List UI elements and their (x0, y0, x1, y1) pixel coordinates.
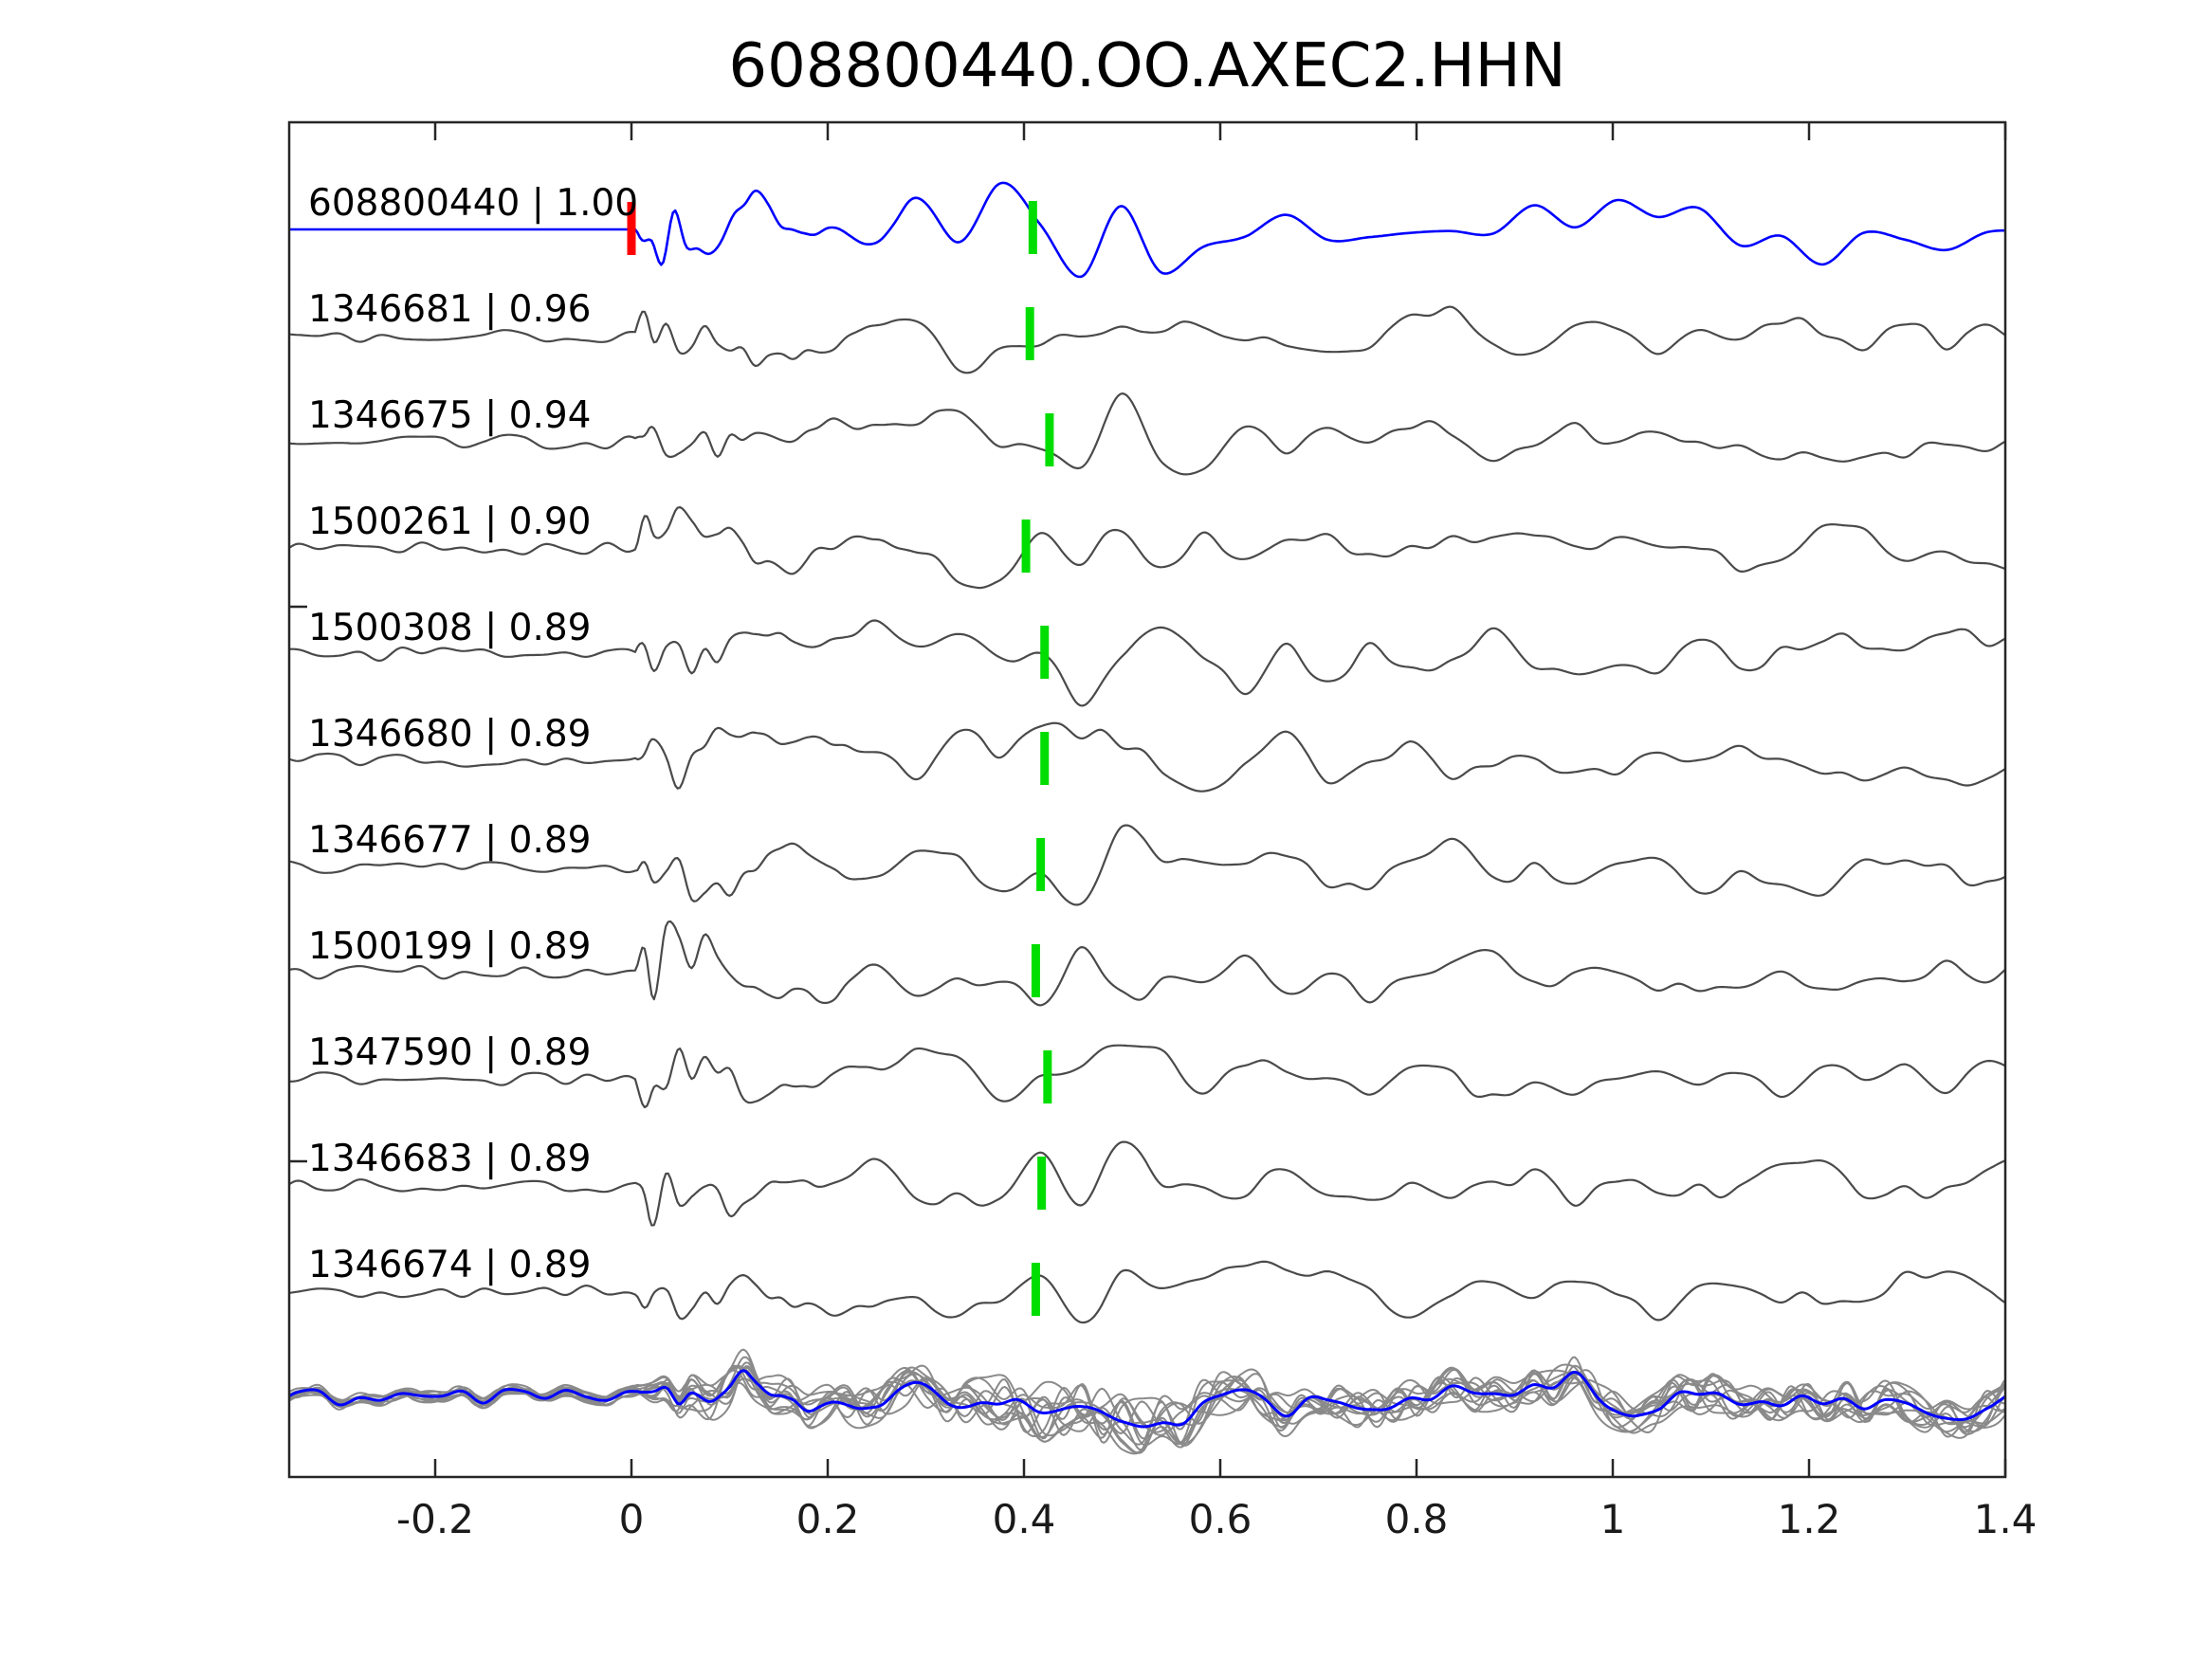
x-tick-label: -0.2 (396, 1496, 474, 1542)
waveform-trace-1500199 (290, 920, 2004, 1007)
waveform-trace-1346681 (290, 305, 2004, 374)
waveform-trace-1346683 (290, 1140, 2004, 1227)
pick-marker (1045, 413, 1054, 466)
trace-label: 1500308 | 0.89 (308, 607, 591, 649)
waveform-trace-1346677 (290, 824, 2004, 906)
pick-marker (1031, 1263, 1040, 1316)
x-tick-label: 1.2 (1778, 1496, 1841, 1542)
trace-label: 1347590 | 0.89 (308, 1031, 591, 1074)
pick-marker (1036, 838, 1046, 891)
overlay-trace (290, 1366, 2004, 1447)
trace-layer (290, 181, 2004, 1455)
x-tick-label: 0.6 (1189, 1496, 1252, 1542)
pick-marker (1040, 732, 1050, 785)
x-tick-label: 1.4 (1974, 1496, 2038, 1542)
waveform-trace-1346680 (290, 721, 2004, 793)
onset-marker (627, 202, 636, 255)
waveform-trace-1500308 (290, 619, 2004, 707)
x-tick-label: 1 (1600, 1496, 1626, 1542)
axis-border (287, 120, 2007, 1479)
overlay-trace (290, 1361, 2004, 1454)
overlay-template-trace (290, 1369, 2004, 1429)
trace-label: 1346674 | 0.89 (308, 1244, 591, 1286)
waveform-trace-1346674 (290, 1260, 2004, 1324)
waveform-trace-608800440 (290, 181, 2004, 279)
pick-marker (1037, 1157, 1047, 1210)
trace-label: 1500199 | 0.89 (308, 925, 591, 968)
trace-label: 1500261 | 0.90 (308, 501, 591, 543)
pick-marker (1043, 1050, 1052, 1103)
x-tick-label: 0.4 (993, 1496, 1056, 1542)
figure-title: 608800440.OO.AXEC2.HHN (728, 31, 1566, 101)
trace-label: 1346683 | 0.89 (308, 1138, 591, 1180)
axes (287, 120, 2007, 1479)
pick-marker (1028, 201, 1037, 254)
x-tick-label: 0.2 (796, 1496, 860, 1542)
x-tick-label: 0 (619, 1496, 645, 1542)
pick-marker (1025, 307, 1034, 360)
trace-label: 1346681 | 0.96 (308, 288, 591, 331)
pick-marker (1031, 944, 1040, 997)
marker-layer (627, 201, 1054, 1316)
trace-label: 1346677 | 0.89 (308, 819, 591, 862)
pick-marker (1040, 626, 1050, 679)
x-tick-label: 0.8 (1385, 1496, 1449, 1542)
waveform-trace-1500261 (290, 505, 2004, 590)
pick-marker (1021, 520, 1031, 573)
waveform-trace-1347590 (290, 1044, 2004, 1109)
trace-label: 1346680 | 0.89 (308, 713, 591, 756)
waveform-trace-1346675 (290, 392, 2004, 476)
trace-label: 608800440 | 1.00 (308, 182, 638, 225)
trace-label: 1346675 | 0.94 (308, 394, 591, 437)
